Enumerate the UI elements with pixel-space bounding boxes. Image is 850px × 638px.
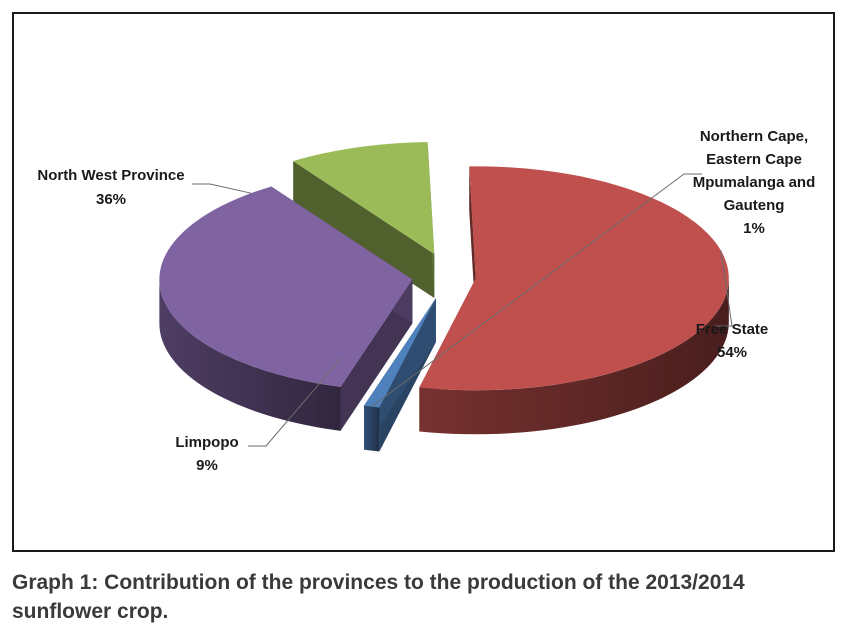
slice-north-west-province [159,186,413,431]
slice-rim-northern-cape-eastern-cape-mpumalanga-and-gauteng [364,405,380,452]
value-north-west: 36% [96,191,126,208]
label-small-provinces-line-4: Gauteng [724,197,785,214]
label-free-state: Free State [696,321,769,338]
slice-wall-north-west-province [340,279,413,431]
slice-top-northern-cape-eastern-cape-mpumalanga-and-gauteng [364,298,436,408]
slice-rim-free-state [419,278,729,435]
slice-free-state [419,166,729,435]
leader-line-north-west-province [192,183,252,194]
label-small-provinces-line-3: Mpumalanga and [693,174,816,191]
chart-frame: Free State 54% Northern Cape, Eastern Ca… [12,12,835,552]
leader-line-northern-cape-eastern-cape-mpumalanga-and-gauteng [371,173,702,408]
label-north-west: North West Province [37,167,184,184]
slice-wall-northern-cape-eastern-cape-mpumalanga-and-gauteng [364,298,436,450]
slice-northern-cape-eastern-cape-mpumalanga-and-gauteng [364,298,436,452]
leader-line-limpopo [248,357,342,447]
pie-chart: Free State 54% Northern Cape, Eastern Ca… [37,128,816,474]
label-small-provinces-line-1: Northern Cape, [700,128,808,145]
slice-top-free-state [419,166,729,391]
figure-caption: Graph 1: Contribution of the provinces t… [12,571,745,623]
slice-top-north-west-province [159,186,413,387]
slice-limpopo [293,142,435,299]
value-free-state: 54% [717,344,747,361]
slice-wall-limpopo [293,161,435,299]
label-limpopo: Limpopo [175,434,238,451]
value-limpopo: 9% [196,457,218,474]
label-small-provinces-line-2: Eastern Cape [706,151,802,168]
slice-top-limpopo [293,142,435,255]
leader-line-free-state [714,250,733,327]
value-small-provinces: 1% [743,220,765,237]
slice-rim-north-west-province [159,279,341,431]
